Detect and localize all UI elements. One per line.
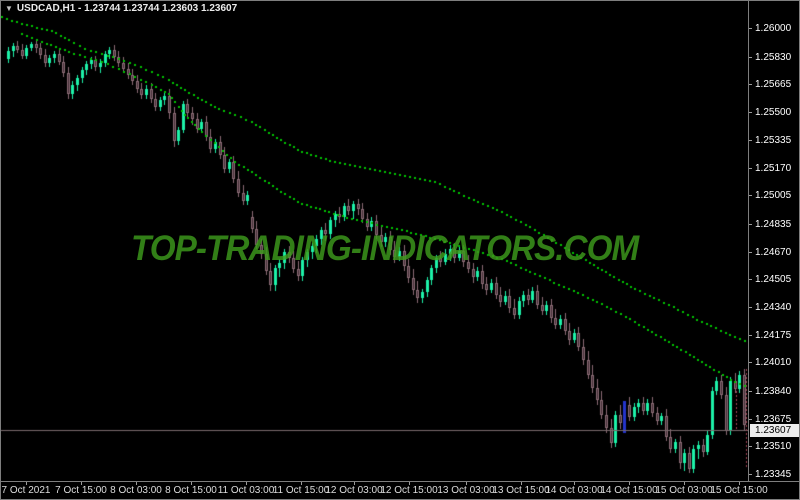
time-axis[interactable]: 7 Oct 2021 7 Oct 15:00 8 Oct 03:00 8 Oct 15… (1, 481, 799, 499)
time-axis-tick (136, 482, 137, 485)
price-axis-label: 1.24340 (755, 302, 792, 313)
price-axis-tick (749, 168, 752, 169)
price-axis[interactable]: 1.23607 1.26000 1.25830 1.25665 1.25500 1.25… (748, 1, 799, 481)
price-axis-label: 1.24670 (755, 247, 792, 258)
time-axis-tick (354, 482, 355, 485)
time-axis-tick (574, 482, 575, 485)
price-axis-label: 1.24175 (755, 330, 792, 341)
price-axis-tick (749, 419, 752, 420)
price-axis-tick (749, 140, 752, 141)
time-axis-label: 13 Oct 03:00 (437, 485, 495, 496)
price-axis-tick (749, 279, 752, 280)
symbol-timeframe: USDCAD,H1 (16, 3, 76, 14)
price-axis-tick (749, 84, 752, 85)
time-axis-label: 7 Oct 2021 (1, 485, 51, 496)
symbol-dropdown-icon[interactable]: ▼ (5, 4, 13, 13)
time-axis-label: 12 Oct 15:00 (380, 485, 438, 496)
header-separator: - (78, 3, 82, 14)
price-axis-label: 1.25830 (755, 52, 792, 63)
time-axis-label: 15 Oct 15:00 (710, 485, 768, 496)
time-axis-tick (521, 482, 522, 485)
price-axis-tick (749, 474, 752, 475)
price-axis-label: 1.25005 (755, 190, 792, 201)
price-axis-tick (749, 195, 752, 196)
time-axis-tick (246, 482, 247, 485)
time-axis-tick (409, 482, 410, 485)
time-axis-label: 14 Oct 03:00 (545, 485, 603, 496)
price-chart-canvas[interactable] (1, 1, 748, 481)
time-axis-tick (684, 482, 685, 485)
time-axis-label: 13 Oct 15:00 (492, 485, 550, 496)
price-axis-label: 1.23840 (755, 386, 792, 397)
price-axis-label: 1.25335 (755, 135, 792, 146)
current-bid-price-label: 1.23607 (750, 424, 799, 437)
price-axis-tick (749, 362, 752, 363)
price-axis-tick (749, 252, 752, 253)
price-axis-tick (749, 28, 752, 29)
time-axis-tick (466, 482, 467, 485)
price-axis-label: 1.25500 (755, 107, 792, 118)
price-axis-label: 1.23675 (755, 414, 792, 425)
time-axis-label: 8 Oct 03:00 (110, 485, 162, 496)
ohlc-close: 1.23607 (200, 3, 238, 14)
price-axis-label: 1.25665 (755, 79, 792, 90)
price-axis-label: 1.24505 (755, 274, 792, 285)
time-axis-label: 8 Oct 15:00 (165, 485, 217, 496)
price-axis-tick (749, 446, 752, 447)
price-axis-label: 1.26000 (755, 23, 792, 34)
price-axis-tick (749, 335, 752, 336)
time-axis-tick (739, 482, 740, 485)
price-axis-tick (749, 112, 752, 113)
time-axis-label: 11 Oct 03:00 (217, 485, 275, 496)
time-axis-tick (629, 482, 630, 485)
time-axis-tick (26, 482, 27, 485)
chart-header: ▼ USDCAD,H1 - 1.23744 1.23744 1.23603 1.2… (5, 3, 237, 14)
price-axis-label: 1.25170 (755, 163, 792, 174)
price-axis-tick (749, 391, 752, 392)
price-axis-label: 1.24010 (755, 357, 792, 368)
time-axis-tick (301, 482, 302, 485)
time-axis-label: 15 Oct 03:00 (655, 485, 713, 496)
watermark-text: TOP-TRADING-INDICATORS.COM (131, 229, 639, 268)
ohlc-high: 1.23744 (123, 3, 160, 14)
time-axis-label: 7 Oct 15:00 (55, 485, 107, 496)
price-axis-label: 1.24835 (755, 219, 792, 230)
time-axis-label: 14 Oct 15:00 (600, 485, 658, 496)
time-axis-tick (191, 482, 192, 485)
time-axis-label: 11 Oct 15:00 (272, 485, 330, 496)
time-axis-label: 12 Oct 03:00 (325, 485, 383, 496)
price-axis-tick (749, 307, 752, 308)
price-axis-tick (749, 224, 752, 225)
price-axis-label: 1.23345 (755, 469, 792, 480)
ohlc-low: 1.23603 (162, 3, 199, 14)
time-axis-tick (81, 482, 82, 485)
price-axis-label: 1.23510 (755, 441, 792, 452)
price-axis-tick (749, 57, 752, 58)
ohlc-open: 1.23744 (84, 3, 121, 14)
